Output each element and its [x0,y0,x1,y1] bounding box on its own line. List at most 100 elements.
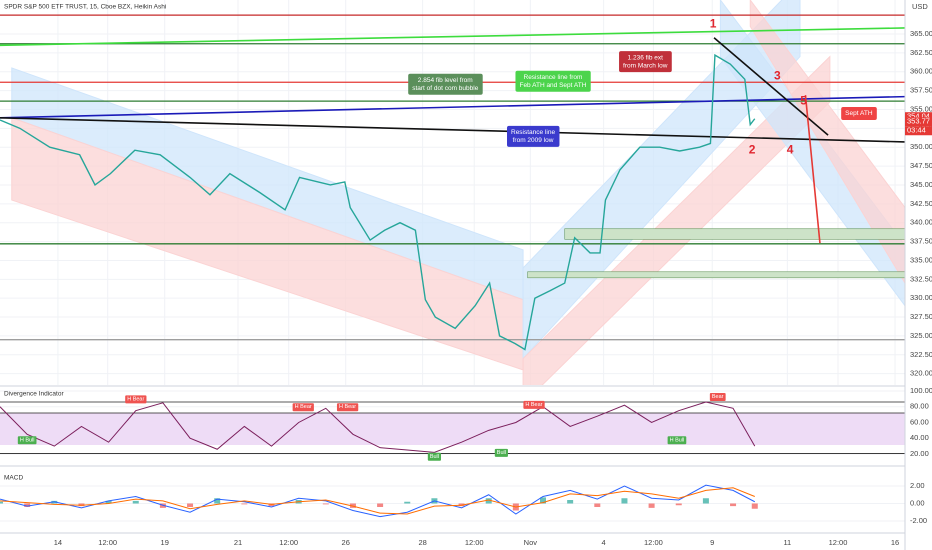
annotation: 2.854 fib level from start of dot com bub… [408,73,483,95]
y-tick-label: 335.00 [910,255,932,264]
macd-line [0,484,756,518]
signal-box [667,436,687,445]
channel [522,55,831,385]
signal-box [427,452,441,461]
signal-label: H Bull [20,437,35,443]
zone [527,271,905,279]
annotation-box [515,70,591,92]
macd-line [0,487,755,515]
price-tag [905,117,932,127]
signal-box [494,448,508,457]
y-tick-label: 365.00 [910,29,932,38]
histogram-bar [675,503,682,506]
histogram-bar [485,498,492,504]
x-tick-label: 9 [710,538,714,547]
x-tick-label: 12:00 [279,538,298,547]
annotation-line: Feb ATH and Sept ATH [519,82,586,89]
price-tag-label: 353.77 [907,117,930,126]
y-tick-label: 350.00 [910,142,932,151]
histogram-bar [24,503,31,507]
annotation-text: Resistance line from Feb ATH and Sept ATH [519,74,586,89]
x-tick-label: 21 [234,538,242,547]
histogram-bar [322,503,329,505]
y-tick-label: 332.50 [910,274,932,283]
annotation-text: 2.854 fib level from start of dot com bub… [412,77,479,92]
wave-label: 5 [800,93,807,107]
signal-box [336,403,359,412]
indicator-title: Divergence Indicator [4,391,64,398]
annotation-line: start of dot com bubble [412,85,479,92]
price-panel: 2.854 fib level from start of dot com bub… [0,0,905,385]
countdown-box [905,126,932,136]
annotation-text: Resistance line from 2009 low [511,129,555,144]
currency: USD [912,2,928,11]
y-tick-label: 20.00 [910,449,929,458]
annotation-box [841,106,877,120]
trend-line [0,27,905,47]
annotation-box [619,51,672,73]
histogram-bar [404,501,411,504]
signal-box [523,400,545,409]
annotation-text: 1.236 fib ext from March low [623,54,668,69]
annotation-line: from March low [623,62,668,69]
histogram-bar [567,500,574,504]
annotation: Resistance line from Feb ATH and Sept ATH [515,70,591,92]
countdown: 03:44 [907,126,926,135]
trend-line [0,95,905,119]
y-tick-label: 347.50 [910,161,932,170]
annotation: Resistance line from 2009 low [507,125,560,147]
y-tick-label: 330.00 [910,293,932,302]
y-tick-label: 355.00 [910,104,932,113]
histogram-bar [377,503,384,507]
y-tick-label: 357.50 [910,86,932,95]
y-tick-label: 342.50 [910,199,932,208]
y-tick-label: 60.00 [910,417,929,426]
y-tick-label: 327.50 [910,312,932,321]
x-tick-label: 12:00 [98,538,117,547]
signal-box [292,403,314,412]
signal-label: Bull [497,450,506,456]
divergence-panel: H Bear H Bear H Bear H Bear Bear H Bull H Bull… [0,390,905,461]
channel [749,0,905,285]
histogram-bar [0,501,3,504]
annotation-box [408,73,483,95]
x-tick-label: 12:00 [829,538,848,547]
histogram-bar [751,503,758,509]
histogram-bar [187,503,194,507]
wave-label: 3 [774,68,781,82]
annotation-line: Sept ATH [845,110,873,117]
histogram-bar [702,498,709,504]
signal-box [125,395,147,404]
histogram-bar [132,500,139,504]
signal-box [17,436,37,445]
y-tick-label: 2.00 [910,481,925,490]
annotation-line: 1.236 fib ext [628,54,664,61]
y-tick-label: 362.50 [910,48,932,57]
x-tick-label: 19 [161,538,169,547]
histogram-bar [214,498,221,504]
y-tick-label: 360.00 [910,67,932,76]
annotation-text: Sept ATH [845,110,873,117]
signal-box [709,392,726,401]
signal-label: H Bull [670,437,685,443]
x-tick-label: 16 [891,538,899,547]
histogram-bar [594,503,601,507]
x-tick-label: 14 [54,538,62,547]
signal-label: H Bear [339,404,356,410]
signal-label: Bull [430,454,439,460]
wave-label: 2 [749,142,756,156]
channel [522,0,801,360]
price-tag [905,112,932,122]
x-tick-label: 12:00 [644,538,663,547]
annotation-line: from 2009 low [513,137,554,144]
x-tick-label: 28 [418,538,426,547]
annotation-line: 2.854 fib level from [418,77,473,84]
annotation: 1.236 fib ext from March low [619,51,672,73]
wave-label: 4 [787,142,794,156]
y-tick-label: 0.00 [910,498,925,507]
x-tick-label: 26 [342,538,350,547]
y-tick-label: 100.00 [910,386,932,395]
y-tick-label: 40.00 [910,433,929,442]
annotation-line: Resistance line from [524,74,583,81]
